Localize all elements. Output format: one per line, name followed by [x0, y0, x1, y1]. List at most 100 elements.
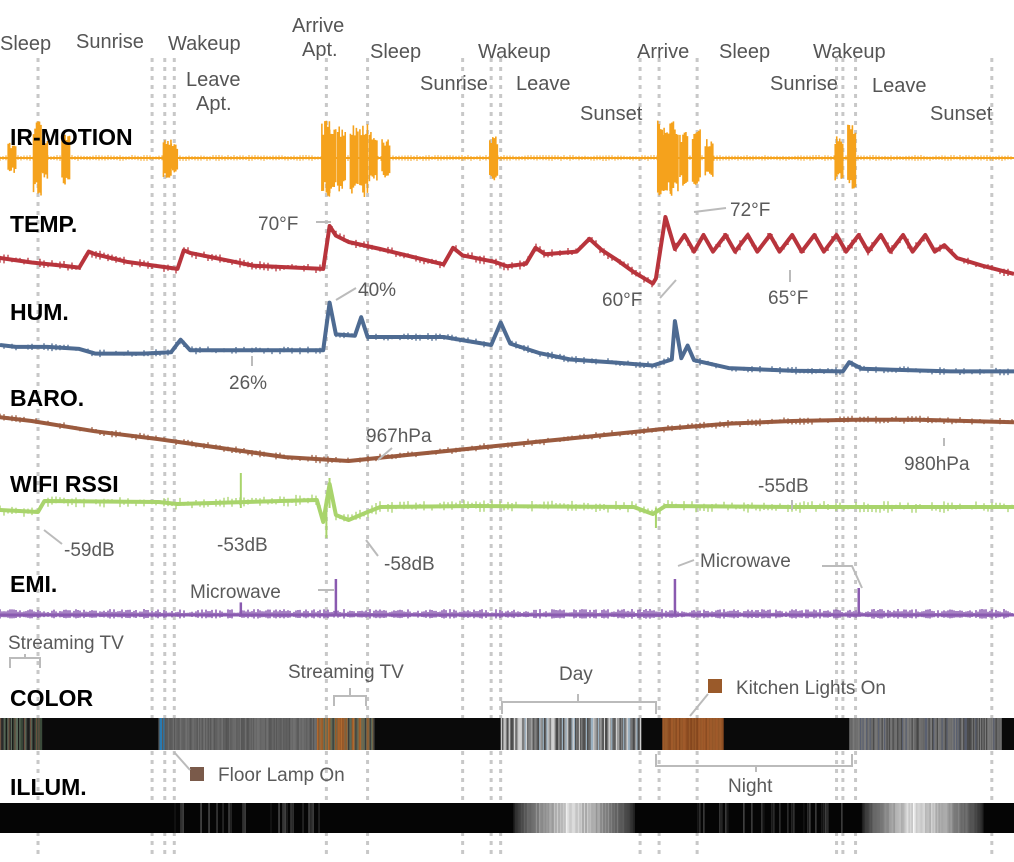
- track-label: TEMP.: [10, 211, 77, 237]
- illum-sample: [585, 803, 587, 833]
- color-sample: [869, 718, 871, 750]
- color-sample: [614, 718, 617, 750]
- color-sample: [213, 718, 215, 750]
- illum-sample: [628, 803, 631, 833]
- color-sample: [686, 718, 688, 750]
- color-sample: [331, 718, 333, 750]
- color-sample: [878, 718, 880, 750]
- illum-sample: [978, 803, 981, 833]
- illum-sample: [549, 803, 551, 833]
- color-sample: [921, 718, 923, 750]
- color-sample: [12, 718, 14, 750]
- color-sample: [543, 718, 546, 750]
- color-sample: [261, 718, 263, 750]
- color-sample: [980, 718, 982, 750]
- color-sample: [561, 718, 564, 750]
- color-sample: [990, 718, 993, 750]
- color-sample: [236, 718, 238, 750]
- temperature-annotation: 72°F: [730, 200, 770, 221]
- color-sample: [855, 718, 857, 750]
- illum-sample: [520, 803, 523, 833]
- illum-sample: [945, 803, 948, 833]
- color-sample: [681, 718, 683, 750]
- illum-sample: [727, 803, 729, 833]
- illum-sample: [932, 803, 934, 833]
- color-sample: [239, 718, 242, 750]
- color-sample: [881, 718, 883, 750]
- illum-sample: [553, 803, 556, 833]
- illum-sample: [941, 803, 943, 833]
- color-sample: [176, 718, 178, 750]
- illum-sample: [577, 803, 580, 833]
- color-sample: [237, 718, 239, 750]
- illum-sample: [284, 803, 286, 833]
- illum-sample: [825, 803, 827, 833]
- color-sample: [173, 718, 176, 750]
- color-sample: [221, 718, 224, 750]
- color-sample: [576, 718, 578, 750]
- color-sample: [513, 718, 516, 750]
- color-sample: [941, 718, 943, 750]
- color-sample: [891, 718, 893, 750]
- color-sample: [20, 718, 22, 750]
- barometer-noise: [0, 413, 1013, 464]
- color-sample: [575, 718, 577, 750]
- illum-sample: [975, 803, 978, 833]
- color-sample: [632, 718, 635, 750]
- color-sample: [866, 718, 868, 750]
- color-sample: [939, 718, 941, 750]
- color-sample: [603, 718, 606, 750]
- illum-sample: [876, 803, 879, 833]
- color-sample: [864, 718, 867, 750]
- color-sample: [874, 718, 876, 750]
- color-sample: [923, 718, 925, 750]
- illum-sample: [182, 803, 184, 833]
- color-annotation: Day: [559, 664, 593, 685]
- color-sample: [867, 718, 869, 750]
- color-sample: [193, 718, 195, 750]
- color-sample: [224, 718, 226, 750]
- color-sample: [928, 718, 930, 750]
- illum-sample: [897, 803, 900, 833]
- color-sample: [972, 718, 975, 750]
- illum-sample: [947, 803, 949, 833]
- color-sample: [296, 718, 298, 750]
- color-sample: [351, 718, 354, 750]
- color-sample: [21, 718, 23, 750]
- color-sample: [977, 718, 979, 750]
- illum-sample: [888, 803, 891, 833]
- barometer-line: [0, 415, 1014, 463]
- color-sample: [229, 718, 231, 750]
- color-sample: [369, 718, 372, 750]
- color-sample: [324, 718, 326, 750]
- color-sample: [536, 718, 539, 750]
- illum-sample: [968, 803, 970, 833]
- color-sample: [6, 718, 8, 750]
- color-sample: [710, 718, 712, 750]
- illum-sample: [867, 803, 870, 833]
- color-sample: [585, 718, 588, 750]
- color-sample: [523, 718, 525, 750]
- color-sample: [313, 718, 315, 750]
- ir-motion-burst: [368, 132, 378, 182]
- color-sample: [629, 718, 631, 750]
- illum-sample: [969, 803, 972, 833]
- illum-sample: [863, 803, 865, 833]
- illum-sample: [302, 803, 304, 833]
- color-sample: [178, 718, 181, 750]
- ir-motion-burst: [168, 143, 179, 173]
- color-sample: [165, 718, 167, 750]
- color-sample: [989, 718, 991, 750]
- color-sample: [318, 718, 320, 750]
- color-sample: [567, 718, 570, 750]
- illum-sample: [918, 803, 921, 833]
- illum-sample: [763, 803, 765, 833]
- color-sample: [500, 718, 503, 750]
- color-sample: [373, 718, 375, 750]
- color-sample: [285, 718, 287, 750]
- color-sample: [996, 718, 999, 750]
- color-sample: [545, 718, 547, 750]
- color-sample: [713, 718, 716, 750]
- color-sample: [888, 718, 891, 750]
- color-sample: [506, 718, 509, 750]
